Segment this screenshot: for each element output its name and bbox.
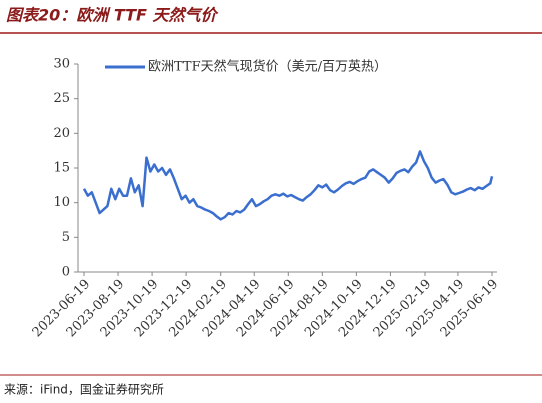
y-tick-label: 10 [53, 195, 70, 210]
y-tick-label: 15 [53, 161, 70, 176]
source: 来源：iFind，国金证券研究所 [4, 382, 164, 397]
legend-label: 欧洲TTF天然气现货价（美元/百万英热） [148, 59, 387, 75]
y-tick-label: 5 [62, 230, 70, 245]
y-tick-label: 20 [53, 126, 70, 141]
y-tick-label: 0 [62, 265, 70, 280]
chart-title: 图表20：欧洲 TTF 天然气价 [6, 6, 220, 25]
data-line [82, 150, 494, 221]
y-tick-label: 25 [53, 91, 70, 106]
y-tick-label: 30 [53, 57, 70, 72]
